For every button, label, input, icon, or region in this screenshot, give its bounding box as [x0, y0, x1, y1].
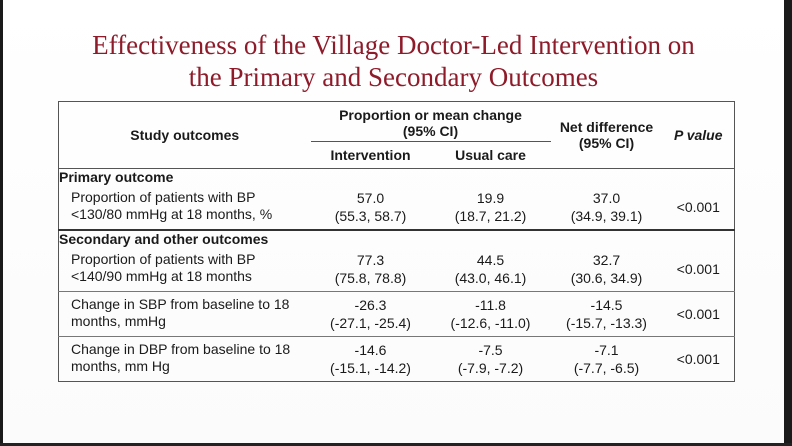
header-net-line-1: Net difference: [559, 119, 654, 135]
header-study-outcomes: Study outcomes: [130, 127, 240, 143]
header-usual-care: Usual care: [430, 140, 551, 169]
table-row: Change in SBP from baseline to 18 months…: [58, 291, 735, 337]
usual-care-ci: (43.0, 46.1): [454, 270, 527, 286]
intervention-ci: (75.8, 78.8): [334, 270, 407, 286]
table-row: Proportion of patients with BP <130/80 m…: [59, 185, 735, 230]
net-difference-ci: (30.6, 34.9): [570, 270, 643, 286]
intervention-value: 77.3: [356, 252, 385, 268]
cell-usual-care: 44.5 (43.0, 46.1): [431, 247, 551, 292]
header-proportion: Proportion or mean change (95% CI): [311, 102, 551, 142]
cell-net-difference: 37.0 (34.9, 39.1): [551, 185, 663, 230]
usual-care-value: 19.9: [476, 190, 505, 206]
cell-net-difference: -14.5 (-15.7, -13.3): [551, 292, 663, 337]
cell-p-value: <0.001: [676, 306, 720, 322]
intervention-value: 57.0: [356, 190, 385, 206]
net-difference-ci: (-15.7, -13.3): [566, 315, 647, 331]
cell-p-value: <0.001: [676, 351, 720, 367]
net-difference-ci: (-7.7, -6.5): [573, 360, 640, 376]
header-intervention: Intervention: [310, 140, 431, 169]
table-row: Change in DBP from baseline to 18 months…: [58, 336, 735, 382]
header-net-line-2: (95% CI): [578, 135, 635, 151]
net-difference-value: -7.1: [594, 342, 619, 358]
cell-usual-care: -11.8 (-12.6, -11.0): [431, 292, 551, 337]
usual-care-ci: (-12.6, -11.0): [450, 315, 531, 331]
subheader-row: Intervention Usual care: [59, 140, 735, 169]
header-proportion-line-1: Proportion or mean change: [339, 107, 522, 124]
usual-care-ci: (18.7, 21.2): [454, 208, 527, 224]
cell-intervention: -26.3 (-27.1, -25.4): [311, 292, 431, 337]
cell-intervention: -14.6 (-15.1, -14.2): [311, 337, 431, 382]
section-title-secondary: Secondary and other outcomes: [59, 231, 269, 247]
slide-title-line-1: Effectiveness of the Village Doctor-Led …: [92, 30, 695, 60]
net-difference-value: 37.0: [592, 190, 621, 206]
intervention-value: -26.3: [354, 297, 387, 313]
intervention-ci: (-15.1, -14.2): [330, 360, 411, 376]
intervention-ci: (-27.1, -25.4): [330, 315, 411, 331]
cell-usual-care: 19.9 (18.7, 21.2): [431, 185, 551, 230]
video-frame-right: [784, 0, 792, 446]
section-primary: Primary outcome: [58, 168, 735, 185]
header-p-value: P value: [673, 127, 723, 143]
usual-care-ci: (-7.9, -7.2): [457, 360, 524, 376]
cell-net-difference: -7.1 (-7.7, -6.5): [551, 337, 663, 382]
usual-care-value: -7.5: [478, 342, 503, 358]
header-net-difference: Net difference (95% CI): [551, 102, 663, 169]
row-label: Change in SBP from baseline to 18 months…: [71, 296, 290, 329]
cell-intervention: 57.0 (55.3, 58.7): [311, 185, 431, 230]
header-row: Study outcomes Proportion or mean change…: [58, 101, 735, 151]
net-difference-value: -14.5: [590, 297, 623, 313]
row-label: Proportion of patients with BP <130/80 m…: [71, 189, 273, 222]
row-label: Proportion of patients with BP <140/90 m…: [71, 251, 256, 284]
cell-p-value: <0.001: [676, 261, 720, 277]
usual-care-value: -11.8: [475, 297, 506, 313]
cell-intervention: 77.3 (75.8, 78.8): [311, 247, 431, 292]
intervention-value: -14.6: [354, 342, 387, 358]
header-proportion-line-2: (95% CI): [402, 123, 459, 140]
section-title-primary: Primary outcome: [59, 169, 174, 185]
net-difference-ci: (34.9, 39.1): [570, 208, 643, 224]
row-label: Change in DBP from baseline to 18 months…: [71, 341, 291, 374]
slide-title-line-2: the Primary and Secondary Outcomes: [188, 62, 599, 92]
usual-care-value: 44.5: [476, 252, 505, 268]
cell-net-difference: 32.7 (30.6, 34.9): [551, 247, 663, 292]
intervention-ci: (55.3, 58.7): [334, 208, 407, 224]
video-frame-left: [0, 0, 3, 446]
net-difference-value: 32.7: [592, 252, 621, 268]
cell-usual-care: -7.5 (-7.9, -7.2): [431, 337, 551, 382]
table-row: Proportion of patients with BP <140/90 m…: [59, 247, 735, 292]
section-secondary: Secondary and other outcomes: [58, 230, 735, 247]
slide: Effectiveness of the Village Doctor-Led …: [3, 0, 784, 443]
video-frame-bottom: [0, 443, 792, 446]
cell-p-value: <0.001: [676, 199, 720, 215]
outcomes-table: Study outcomes Proportion or mean change…: [58, 101, 735, 382]
